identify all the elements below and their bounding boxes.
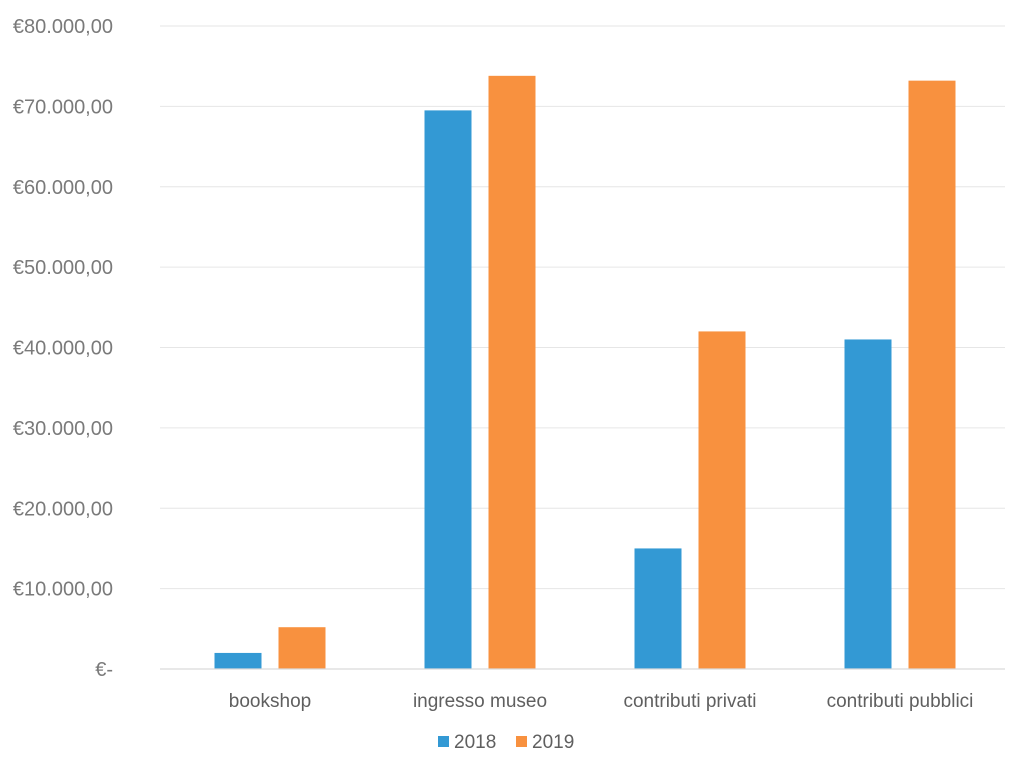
legend-swatch: [516, 736, 527, 747]
bar-2019: [698, 331, 746, 669]
bar-2018: [214, 652, 262, 669]
legend: 2018 2019: [438, 732, 574, 753]
y-tick-label: €60.000,00: [13, 177, 113, 199]
x-category-label: contributi privati: [623, 691, 756, 712]
y-tick-label: €50.000,00: [13, 257, 113, 279]
gridlines: [160, 25, 1005, 590]
legend-label: 2018: [454, 732, 496, 753]
y-tick-label: €10.000,00: [13, 579, 113, 601]
y-axis-tick-labels: €- €10.000,00 €20.000,00 €30.000,00 €40.000,…: [13, 16, 113, 681]
bar-2019: [278, 627, 326, 669]
bar-2018: [844, 339, 892, 669]
x-category-label: bookshop: [229, 691, 311, 712]
y-tick-label: €30.000,00: [13, 418, 113, 440]
bar-2018: [634, 548, 682, 669]
y-tick-label: €40.000,00: [13, 338, 113, 360]
bars: [214, 75, 956, 670]
legend-label: 2019: [532, 732, 574, 753]
y-tick-label: €-: [95, 659, 113, 681]
y-tick-label: €70.000,00: [13, 96, 113, 118]
legend-swatch: [438, 736, 449, 747]
bar-2019: [488, 75, 536, 669]
bar-2018: [424, 110, 472, 670]
x-category-label: ingresso museo: [413, 691, 547, 712]
x-category-label: contributi pubblici: [827, 691, 974, 712]
bar-2019: [908, 80, 956, 669]
y-tick-label: €20.000,00: [13, 498, 113, 520]
y-tick-label: €80.000,00: [13, 16, 113, 38]
x-axis: bookshop ingresso museo contributi privati…: [160, 668, 1005, 712]
